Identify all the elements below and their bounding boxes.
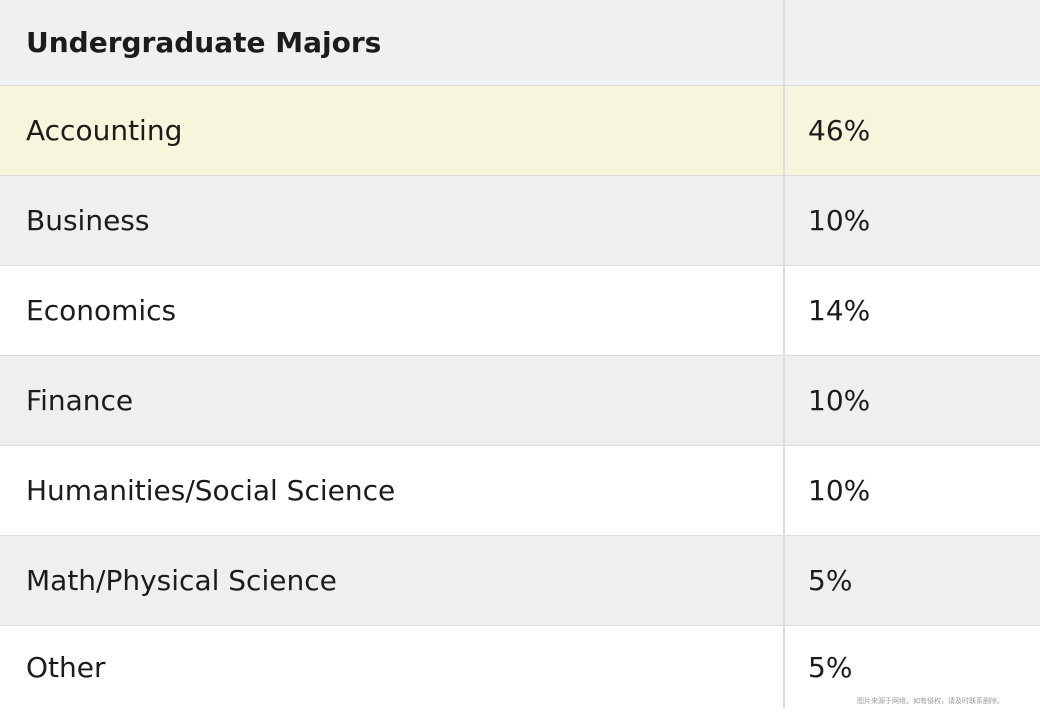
table-row: Economics 14% (0, 266, 1040, 356)
table-row: Accounting 46% (0, 86, 1040, 176)
major-cell: Math/Physical Science (0, 536, 785, 625)
percent-cell: 46% (808, 114, 871, 147)
percent-cell: 10% (808, 204, 871, 237)
header-cell-major: Undergraduate Majors (0, 0, 785, 85)
major-cell: Business (0, 176, 785, 265)
major-cell: Accounting (0, 86, 785, 175)
table-row: Other 5% (0, 626, 1040, 708)
table-row: Finance 10% (0, 356, 1040, 446)
table-header-row: Undergraduate Majors (0, 0, 1040, 86)
header-cell-percent (785, 0, 1040, 85)
percent-cell: 14% (808, 294, 871, 327)
percent-cell: 10% (808, 474, 871, 507)
watermark-text: 图片来源于网络，如有侵权，请及时联系删除。 (857, 697, 1004, 705)
table-row: Business 10% (0, 176, 1040, 266)
percent-cell: 5% (808, 564, 853, 597)
percent-cell: 10% (808, 384, 871, 417)
major-cell: Other (0, 626, 785, 708)
table-row: Humanities/Social Science 10% (0, 446, 1040, 536)
percent-cell: 5% (808, 650, 853, 684)
major-cell: Humanities/Social Science (0, 446, 785, 535)
major-cell: Economics (0, 266, 785, 355)
major-cell: Finance (0, 356, 785, 445)
table-row: Math/Physical Science 5% (0, 536, 1040, 626)
